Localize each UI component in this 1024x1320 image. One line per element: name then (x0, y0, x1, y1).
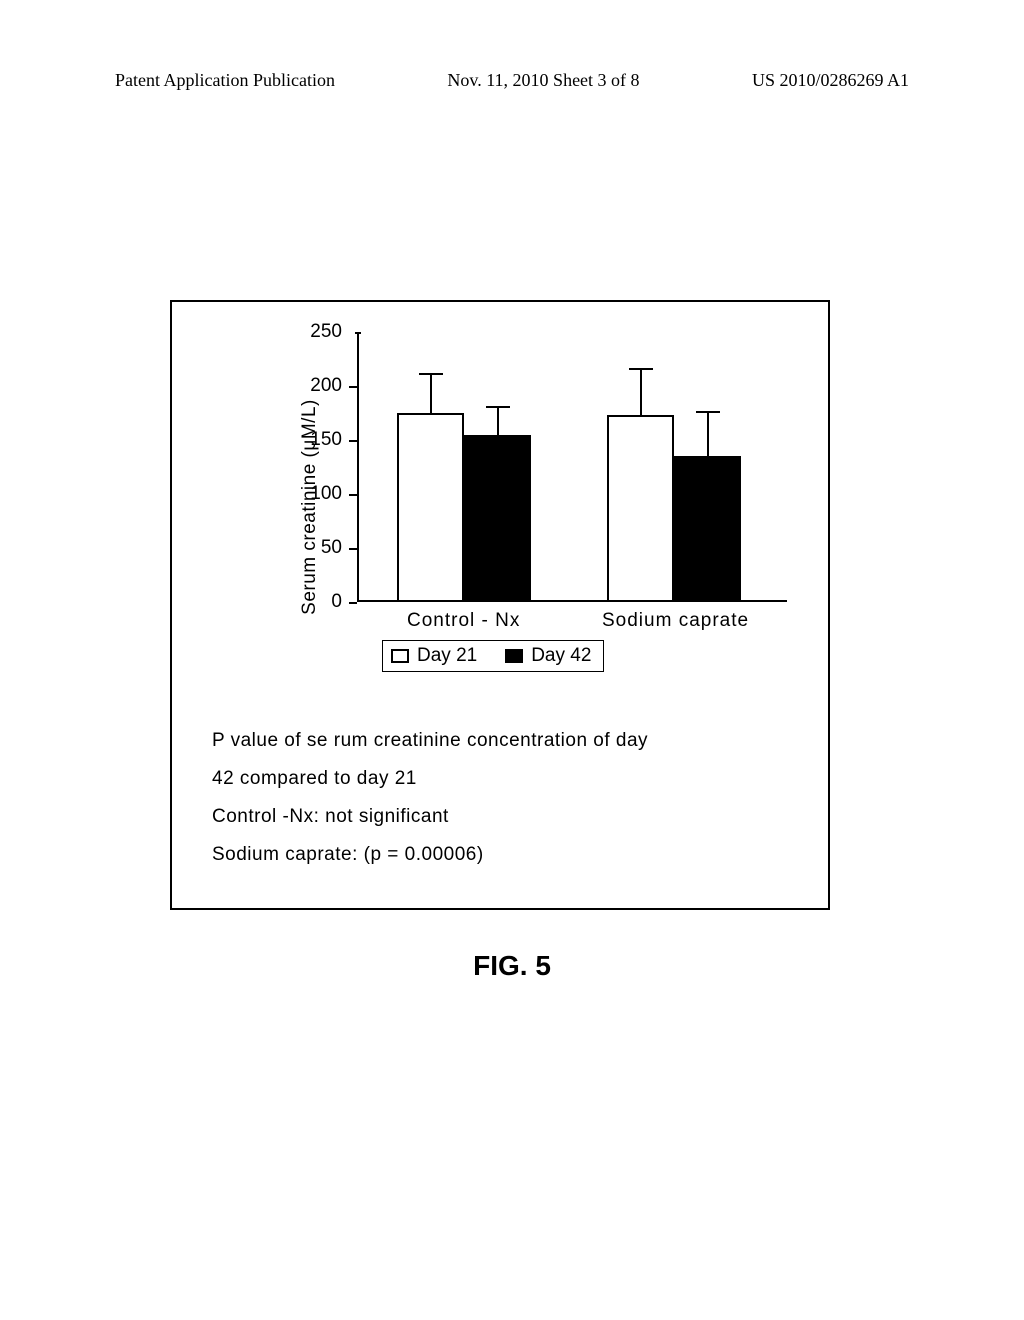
ytick-label: 0 (331, 591, 342, 613)
ytick (349, 548, 357, 550)
bar-control-day42 (464, 435, 531, 602)
errorcap (486, 406, 510, 408)
bar-caprate-day42 (674, 456, 741, 602)
legend-swatch-day42 (505, 649, 523, 663)
bar-caprate-day21 (607, 415, 674, 602)
errorbar (707, 413, 709, 456)
ytick (349, 440, 357, 442)
ytick-label: 100 (310, 483, 342, 505)
ytick-label: 150 (310, 429, 342, 451)
x-category-label: Control - Nx (407, 610, 520, 632)
bar-chart: Serum creatinine (μM/L) 0 50 100 150 200… (247, 332, 802, 682)
page-header: Patent Application Publication Nov. 11, … (0, 70, 1024, 91)
errorbar (430, 375, 432, 413)
header-center: Nov. 11, 2010 Sheet 3 of 8 (447, 70, 639, 91)
legend-label: Day 21 (417, 645, 477, 667)
ytick-label: 50 (321, 537, 342, 559)
ytick (355, 332, 361, 334)
ytick (349, 494, 357, 496)
errorcap (696, 411, 720, 413)
plot-area: 0 50 100 150 200 250 (357, 332, 787, 602)
caption-line: 42 compared to day 21 (212, 760, 788, 798)
ytick (349, 602, 357, 604)
caption-line: Sodium caprate: (p = 0.00006) (212, 836, 788, 874)
figure-label: FIG. 5 (0, 950, 1024, 982)
ytick-label: 250 (310, 321, 342, 343)
errorbar (640, 370, 642, 415)
bar-control-day21 (397, 413, 464, 602)
y-axis-line (357, 332, 359, 602)
ytick (349, 386, 357, 388)
caption-line: Control -Nx: not significant (212, 798, 788, 836)
page: Patent Application Publication Nov. 11, … (0, 0, 1024, 1320)
header-left: Patent Application Publication (0, 70, 335, 91)
caption-text: P value of se rum creatinine concentrati… (212, 722, 788, 874)
errorcap (419, 373, 443, 375)
errorbar (497, 408, 499, 435)
legend-swatch-day21 (391, 649, 409, 663)
ytick-label: 200 (310, 375, 342, 397)
caption-line: P value of se rum creatinine concentrati… (212, 722, 788, 760)
figure-container: Serum creatinine (μM/L) 0 50 100 150 200… (170, 300, 830, 910)
header-right: US 2010/0286269 A1 (752, 70, 1024, 91)
errorcap (629, 368, 653, 370)
legend: Day 21 Day 42 (382, 640, 604, 672)
legend-label: Day 42 (531, 645, 591, 667)
x-category-label: Sodium caprate (602, 610, 749, 632)
